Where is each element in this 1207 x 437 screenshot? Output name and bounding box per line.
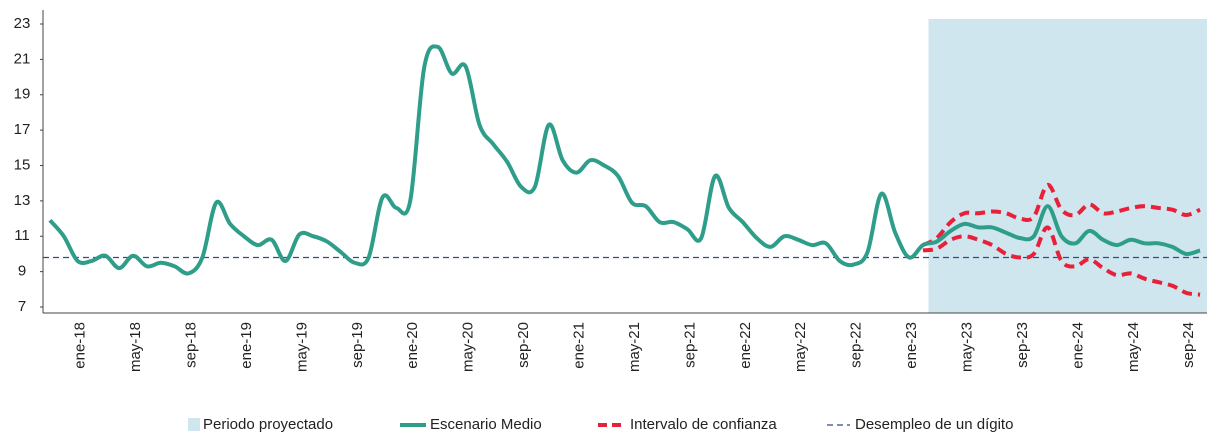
x-tick-label: may-23 <box>958 322 975 372</box>
x-tick-label: ene-24 <box>1069 322 1086 369</box>
x-tick-label: ene-20 <box>404 322 421 369</box>
y-tick-label: 19 <box>14 86 31 103</box>
legend-label: Periodo proyectado <box>203 416 333 433</box>
legend-label: Desempleo de un dígito <box>855 416 1013 433</box>
x-tick-label: sep-24 <box>1180 322 1197 368</box>
y-tick-label: 17 <box>14 121 31 138</box>
y-tick-label: 7 <box>18 298 26 315</box>
x-tick-label: ene-21 <box>570 322 587 369</box>
legend-label: Intervalo de confianza <box>630 416 777 433</box>
x-tick-label: sep-22 <box>848 322 865 368</box>
x-tick-label: sep-23 <box>1014 322 1031 368</box>
interval-line <box>922 183 1201 247</box>
legend-swatch <box>188 418 200 431</box>
x-tick-label: sep-20 <box>515 322 532 368</box>
y-tick-label: 15 <box>14 156 31 173</box>
y-tick-label: 11 <box>14 227 30 244</box>
x-tick-label: sep-21 <box>681 322 698 368</box>
x-tick-label: sep-18 <box>182 322 199 368</box>
y-tick-label: 13 <box>14 192 31 209</box>
series-line <box>48 44 1201 276</box>
legend-label: Escenario Medio <box>430 416 542 433</box>
y-tick-label: 23 <box>14 15 31 32</box>
x-tick-label: may-24 <box>1125 322 1142 372</box>
x-tick-label: ene-22 <box>737 322 754 369</box>
x-tick-label: may-18 <box>127 322 144 372</box>
x-tick-label: may-19 <box>293 322 310 372</box>
y-tick-label: 9 <box>18 263 26 280</box>
x-tick-label: ene-19 <box>238 322 255 369</box>
x-tick-label: may-20 <box>460 322 477 372</box>
x-tick-label: ene-18 <box>72 322 89 369</box>
x-tick-label: ene-23 <box>903 322 920 369</box>
projection-shade <box>928 19 1207 313</box>
x-tick-label: may-22 <box>792 322 809 372</box>
legend: Periodo proyectado Escenario Medio Inter… <box>188 416 1013 433</box>
interval-line <box>922 225 1201 297</box>
y-tick-label: 21 <box>14 50 31 67</box>
x-tick-label: may-21 <box>626 322 643 372</box>
x-tick-label: sep-19 <box>349 322 366 368</box>
